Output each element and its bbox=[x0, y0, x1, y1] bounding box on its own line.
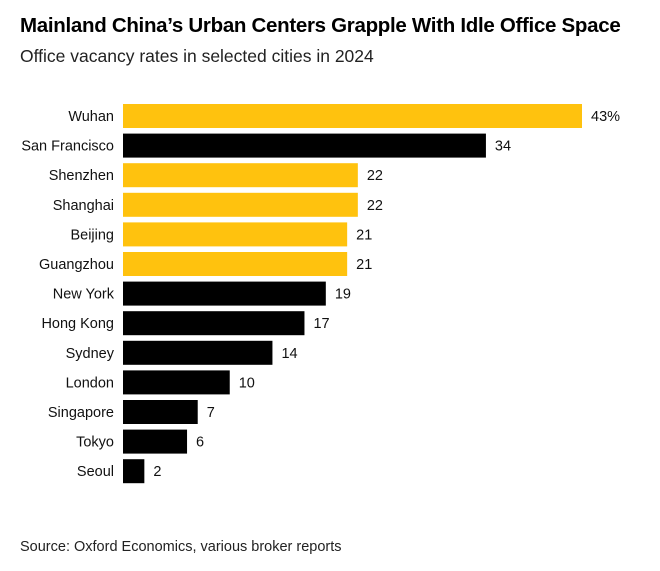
category-label-wuhan: Wuhan bbox=[68, 109, 114, 125]
value-label-new-york: 19 bbox=[335, 287, 351, 303]
chart-subtitle: Office vacancy rates in selected cities … bbox=[20, 46, 374, 66]
category-label-seoul: Seoul bbox=[77, 464, 114, 480]
bar-hong-kong bbox=[123, 311, 305, 336]
value-label-sydney: 14 bbox=[281, 346, 297, 362]
bar-shanghai bbox=[123, 192, 358, 217]
bar-london bbox=[123, 370, 230, 395]
category-label-singapore: Singapore bbox=[48, 405, 114, 421]
category-label-shenzhen: Shenzhen bbox=[49, 168, 114, 184]
category-label-guangzhou: Guangzhou bbox=[39, 257, 114, 273]
bar-seoul bbox=[123, 459, 145, 484]
source-note: Source: Oxford Economics, various broker… bbox=[20, 539, 342, 555]
value-label-shenzhen: 22 bbox=[367, 168, 383, 184]
value-label-shanghai: 22 bbox=[367, 198, 383, 214]
value-label-guangzhou: 21 bbox=[356, 257, 372, 273]
value-label-tokyo: 6 bbox=[196, 435, 204, 451]
bar-shenzhen bbox=[123, 163, 358, 188]
bar-wuhan bbox=[123, 104, 582, 128]
bar-chart: Wuhan 43% San Francisco 34 Shenzhen 22 Shangha… bbox=[21, 104, 620, 484]
bar-singapore bbox=[123, 400, 198, 424]
value-label-san-francisco: 34 bbox=[495, 139, 511, 155]
category-label-tokyo: Tokyo bbox=[76, 435, 114, 451]
value-label-wuhan: 43% bbox=[591, 109, 620, 125]
chart-title: Mainland China’s Urban Centers Grapple W… bbox=[20, 14, 621, 37]
category-label-hong-kong: Hong Kong bbox=[41, 316, 114, 332]
bar-guangzhou bbox=[123, 252, 348, 276]
category-label-sydney: Sydney bbox=[66, 346, 115, 362]
value-label-seoul: 2 bbox=[153, 464, 161, 480]
category-label-new-york: New York bbox=[53, 287, 115, 303]
bar-tokyo bbox=[123, 429, 188, 454]
bar-sydney bbox=[123, 340, 273, 365]
value-label-singapore: 7 bbox=[207, 405, 215, 421]
bar-new-york bbox=[123, 281, 326, 306]
value-label-london: 10 bbox=[239, 375, 255, 391]
category-label-san-francisco: San Francisco bbox=[21, 139, 114, 155]
bar-beijing bbox=[123, 222, 348, 247]
value-label-hong-kong: 17 bbox=[313, 316, 329, 332]
bar-san-francisco bbox=[123, 133, 486, 158]
category-label-beijing: Beijing bbox=[70, 227, 114, 243]
category-label-london: London bbox=[66, 375, 114, 391]
category-label-shanghai: Shanghai bbox=[53, 198, 114, 214]
value-label-beijing: 21 bbox=[356, 227, 372, 243]
